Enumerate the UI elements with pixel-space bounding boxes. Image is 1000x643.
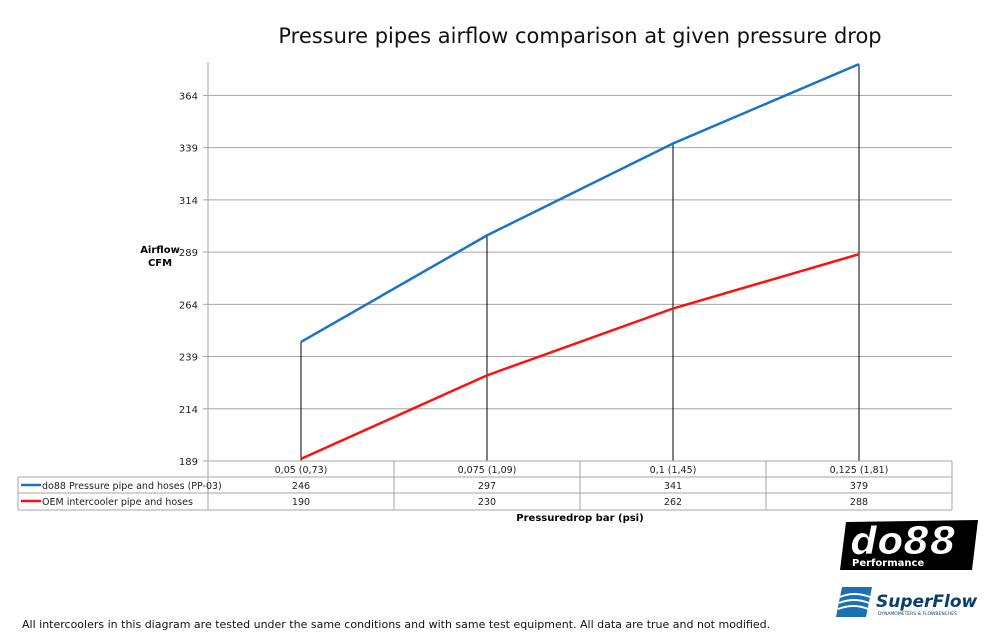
svg-text:DYNAMOMETERS & FLOWBENCHES: DYNAMOMETERS & FLOWBENCHES: [878, 611, 957, 617]
data-label: 230: [478, 497, 496, 508]
y-tick-label: 289: [179, 248, 198, 259]
y-axis-label: Airflow CFM: [130, 244, 190, 270]
x-tick-label: 0,05 (0,73): [275, 465, 328, 476]
data-label: 190: [292, 497, 310, 508]
x-tick-label: 0,125 (1,81): [830, 465, 889, 476]
svg-text:Performance: Performance: [852, 558, 924, 569]
data-label: 341: [664, 481, 682, 492]
x-tick-label: 0,075 (1,09): [458, 465, 517, 476]
superflow-logo: SuperFlow DYNAMOMETERS & FLOWBENCHES: [836, 587, 978, 617]
do88-performance-logo: do88 Performance: [840, 520, 978, 570]
svg-text:SuperFlow: SuperFlow: [876, 592, 978, 612]
y-tick-label: 339: [179, 144, 198, 155]
y-tick-label: 214: [179, 405, 198, 416]
y-axis-label-line1: Airflow: [140, 245, 180, 256]
y-tick-label: 239: [179, 353, 198, 364]
legend-label: do88 Pressure pipe and hoses (PP-03): [42, 481, 222, 492]
data-label: 246: [292, 481, 310, 492]
data-label: 288: [850, 497, 868, 508]
y-tick-label: 189: [179, 457, 198, 468]
data-label: 262: [664, 497, 682, 508]
y-tick-label: 264: [179, 300, 198, 311]
legend-label: OEM intercooler pipe and hoses: [42, 497, 193, 508]
x-axis-label: Pressuredrop bar (psi): [516, 513, 644, 524]
y-axis-label-line2: CFM: [147, 258, 173, 269]
x-tick-label: 0,1 (1,45): [650, 465, 697, 476]
series-line-2: [300, 252, 860, 461]
chart-title: Pressure pipes airflow comparison at giv…: [278, 24, 882, 48]
y-tick-label: 364: [179, 91, 198, 102]
series-line-1: [300, 62, 860, 344]
footer-note: All intercoolers in this diagram are tes…: [22, 618, 771, 631]
data-label: 297: [478, 481, 496, 492]
data-label: 379: [850, 481, 868, 492]
y-tick-label: 314: [179, 196, 198, 207]
